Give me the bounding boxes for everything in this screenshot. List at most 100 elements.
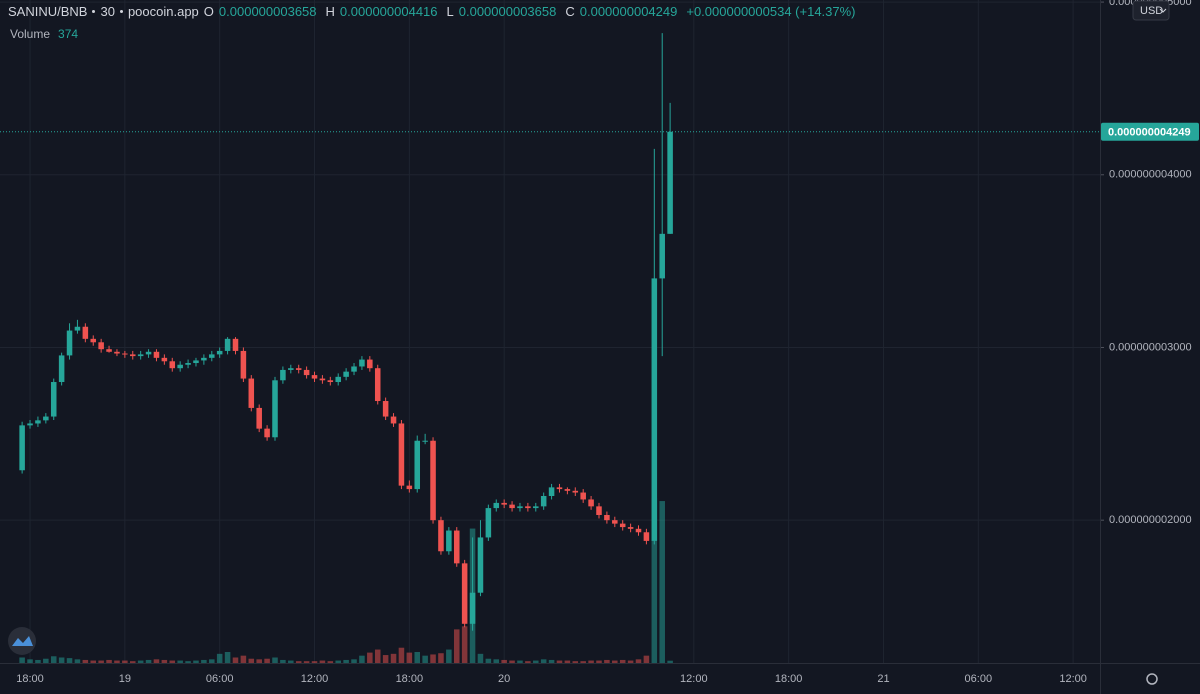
currency-label: USD — [1140, 5, 1163, 17]
candle-body — [446, 530, 452, 552]
candle-body — [319, 378, 326, 381]
volume-bar — [438, 653, 444, 663]
settings-icon[interactable] — [1146, 673, 1158, 685]
candle-body — [493, 502, 500, 509]
candle-body — [453, 530, 460, 564]
volume-bar — [359, 655, 365, 663]
candle-body — [643, 532, 650, 541]
candle-body — [414, 440, 421, 490]
volume-bar — [169, 660, 176, 663]
volume-bar — [272, 657, 278, 663]
candle-body — [129, 354, 136, 357]
candle-body — [367, 359, 373, 369]
y-tick-label: 0.000000004000 — [1109, 169, 1192, 181]
candle-body — [248, 378, 255, 408]
candle-body — [209, 354, 215, 358]
ohlc-label: L — [446, 4, 454, 19]
symbol[interactable]: SANINU/BNB — [8, 4, 88, 19]
volume-bar — [461, 626, 468, 663]
candle-body — [82, 326, 89, 339]
logo-mark — [12, 636, 33, 646]
volume-bar — [627, 660, 634, 663]
candle-body — [438, 520, 444, 552]
ohlc-value: 0.000000003658 — [458, 4, 557, 19]
volume-bar — [106, 659, 112, 663]
candle-body — [659, 233, 665, 279]
volume-bar — [612, 660, 618, 663]
candle-body — [604, 514, 610, 521]
candle-body — [430, 440, 436, 521]
candle-body — [548, 487, 555, 496]
logo[interactable] — [8, 627, 36, 655]
candle-body — [66, 330, 73, 356]
x-tick-label: 12:00 — [680, 673, 708, 685]
candle-body — [43, 416, 49, 421]
y-tick-label: 0.000000002000 — [1109, 514, 1192, 526]
volume-bar — [533, 660, 539, 663]
candle-body — [485, 508, 492, 538]
candle-body — [540, 495, 547, 507]
volume-bar — [501, 659, 507, 663]
volume-bar — [232, 657, 239, 663]
candle-body — [50, 382, 57, 417]
candle-body — [201, 357, 207, 361]
candle-body — [193, 360, 199, 364]
volume-bar — [295, 661, 302, 663]
x-tick-label: 18:00 — [16, 673, 44, 685]
volume-bar — [453, 629, 460, 663]
separator — [92, 10, 96, 13]
candle-body — [303, 369, 310, 376]
x-tick-label: 06:00 — [965, 673, 993, 685]
volume-bar — [35, 659, 41, 663]
candle-body — [335, 376, 341, 383]
candle-body — [627, 527, 634, 529]
volume-bar — [390, 653, 397, 663]
candle-body — [422, 440, 428, 442]
candle-body — [525, 506, 531, 509]
volume-bar — [177, 660, 183, 663]
candle-body — [232, 338, 239, 351]
volume-bar — [659, 501, 665, 663]
volume-bar — [264, 658, 270, 663]
volume-bar — [209, 659, 215, 663]
candle-body — [264, 428, 270, 438]
last-price-box — [1101, 122, 1199, 141]
source: poocoin.app — [127, 4, 199, 19]
volume-label: Volume — [10, 27, 51, 41]
volume-bar — [240, 655, 247, 663]
candle-body — [256, 407, 262, 429]
ohlc-label: C — [565, 4, 575, 19]
candle-body — [177, 364, 183, 369]
candle-body — [556, 487, 563, 490]
volume-bar — [548, 659, 555, 663]
candle-body — [509, 504, 515, 509]
candle-body — [667, 131, 673, 234]
candle-body — [343, 371, 349, 377]
candle-body — [272, 380, 278, 438]
volume-bar — [280, 659, 286, 663]
candle-body — [406, 485, 413, 490]
candle-body — [311, 375, 318, 379]
candle-body — [74, 326, 81, 331]
volume-bar — [153, 659, 160, 663]
ohlc-value: 0.000000004416 — [339, 4, 438, 19]
volume-bar — [430, 654, 436, 663]
x-tick-label: 12:00 — [1059, 673, 1087, 685]
candle-body — [398, 423, 405, 486]
interval[interactable]: 30 — [100, 4, 115, 19]
volume-bar — [248, 658, 255, 663]
volume-bar — [509, 660, 515, 663]
currency-button[interactable] — [1132, 0, 1170, 21]
candle-body — [390, 416, 397, 424]
candle-body — [288, 368, 294, 370]
volume-bar — [288, 660, 294, 663]
volume-bar — [517, 660, 523, 663]
x-tick-label: 06:00 — [206, 673, 234, 685]
candle-body — [169, 361, 176, 369]
volume-bar — [327, 661, 334, 663]
candle-body — [374, 368, 381, 402]
x-tick-label: 21 — [877, 673, 889, 685]
candle-body — [517, 506, 523, 509]
candle-body — [651, 278, 658, 541]
